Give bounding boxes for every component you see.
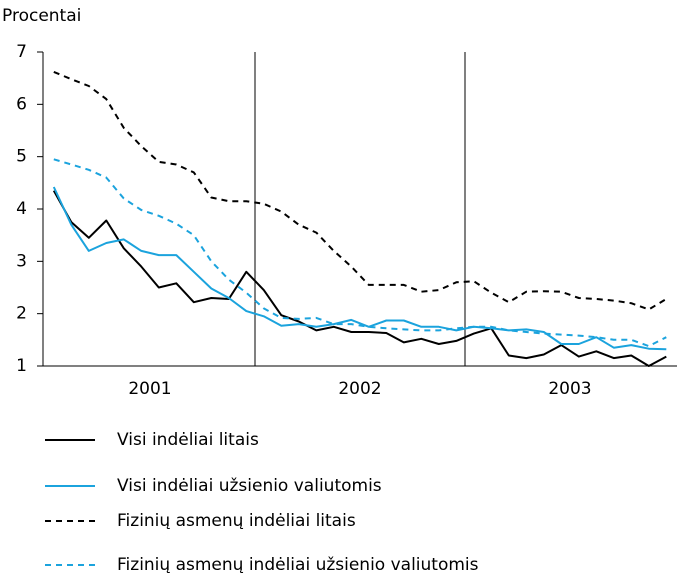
legend-label: Visi indėliai užsienio valiutomis [117,476,382,496]
x-tick-label: 2002 [338,379,381,399]
series-line [52,186,667,351]
legend-label: Fizinių asmenų indėliai litais [117,511,356,531]
y-tick-label: 2 [16,304,27,324]
y-tick-label: 4 [16,199,27,219]
y-tick-label: 3 [16,251,27,271]
series-line [53,158,667,348]
legend-label: Visi indėliai litais [117,430,259,450]
x-tick-label: 2003 [548,379,591,399]
y-axis-label: Procentai [2,6,81,26]
series-line [53,70,667,311]
x-tick-label: 2001 [128,379,171,399]
y-tick-label: 1 [16,356,27,376]
legend-label: Fizinių asmenų indėliai užsienio valiuto… [117,555,479,575]
y-tick-label: 5 [16,147,27,167]
y-tick-label: 7 [16,42,27,62]
series-line [52,190,667,367]
y-tick-label: 6 [16,94,27,114]
